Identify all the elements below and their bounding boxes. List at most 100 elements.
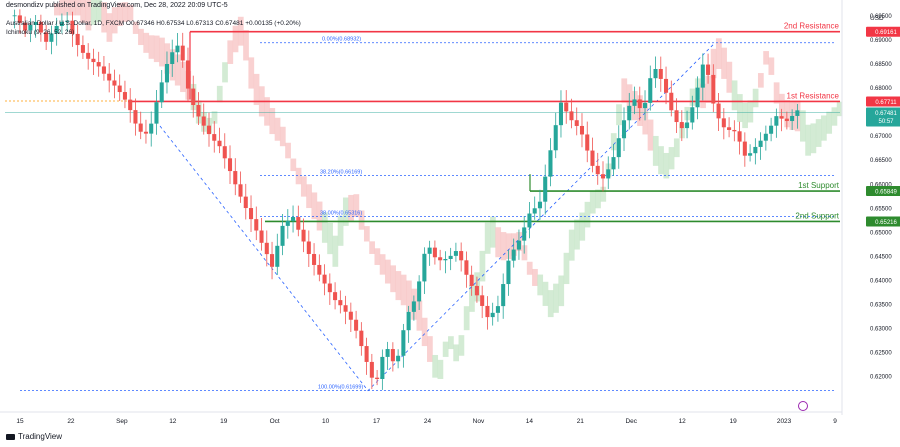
candle-body xyxy=(685,122,690,129)
x-tick-label: 14 xyxy=(526,418,534,425)
cloud-segment xyxy=(815,119,822,147)
price-tag-s2 xyxy=(866,216,900,227)
candle-body xyxy=(595,165,600,175)
cloud-segment xyxy=(484,222,491,254)
candle-body xyxy=(238,184,243,197)
cloud-segment xyxy=(542,281,549,306)
candle-body xyxy=(122,92,127,100)
candle-body xyxy=(49,33,54,42)
x-tick-label: 22 xyxy=(67,418,75,425)
candle-body xyxy=(417,281,422,302)
cloud-segment xyxy=(800,110,806,142)
candle-body xyxy=(606,169,611,179)
x-tick-label: Nov xyxy=(473,418,485,425)
cloud-segment xyxy=(715,38,722,69)
cloud-segment xyxy=(59,0,66,16)
candle-body xyxy=(543,176,548,202)
cloud-segment xyxy=(453,344,460,362)
candle-body xyxy=(107,73,112,81)
y-tick-label: 0.65500 xyxy=(870,206,892,212)
author-line: desmondizv published on TradingView.com,… xyxy=(6,2,228,9)
candle-body xyxy=(690,107,695,123)
cloud-segment xyxy=(211,111,218,124)
candle-body xyxy=(291,217,296,221)
cloud-segment xyxy=(757,73,764,88)
candle-body xyxy=(44,32,49,42)
cloud-segment xyxy=(153,35,160,63)
cloud-segment xyxy=(742,102,748,129)
candle-body xyxy=(254,219,259,231)
y-tick-label: 0.69500 xyxy=(870,14,892,20)
candle-body xyxy=(275,245,280,267)
cloud-segment xyxy=(526,261,533,275)
cloud-segment xyxy=(117,2,123,26)
candle-body xyxy=(632,99,637,106)
cloud-segment xyxy=(731,80,738,111)
y-tick-label: 0.62500 xyxy=(870,351,892,357)
candle-body xyxy=(91,58,96,63)
cloud-segment xyxy=(358,210,365,230)
candle-body xyxy=(637,99,642,109)
x-tick-label: 12 xyxy=(169,418,177,425)
candle-body xyxy=(154,102,159,124)
candle-body xyxy=(585,134,590,151)
cloud-segment xyxy=(579,212,586,241)
x-tick-label: 15 xyxy=(16,418,24,425)
price-tag-text-s1: 0.65849 xyxy=(875,190,897,196)
cloud-segment xyxy=(584,201,591,228)
price-tag-text-r2: 0.69161 xyxy=(875,30,897,36)
candle-body xyxy=(643,102,648,109)
cloud-segment xyxy=(342,197,349,226)
cloud-segment xyxy=(369,241,375,254)
candle-body xyxy=(191,88,196,106)
cloud-segment xyxy=(773,82,780,104)
cloud-segment xyxy=(264,97,270,126)
candle-body xyxy=(354,319,359,331)
candle-body xyxy=(201,116,206,126)
cloud-segment xyxy=(821,115,827,141)
x-tick-label: 9 xyxy=(833,418,837,425)
symbol-line: Australian Dollar / U.S. Dollar, 1D, FXC… xyxy=(6,20,301,27)
candle-body xyxy=(721,118,726,128)
candle-body xyxy=(674,110,679,123)
candle-body xyxy=(506,260,511,285)
candle-body xyxy=(217,140,222,147)
cloud-segment xyxy=(80,0,87,23)
candle-body xyxy=(54,25,59,34)
cloud-segment xyxy=(327,222,333,255)
candle-body xyxy=(448,255,453,260)
cloud-segment xyxy=(85,0,92,31)
candle-body xyxy=(80,45,85,53)
cloud-segment xyxy=(589,191,596,214)
candle-body xyxy=(59,21,64,26)
candle-body xyxy=(196,105,201,117)
current-price-tag xyxy=(866,107,900,127)
candle-body xyxy=(143,131,148,134)
candle-body xyxy=(716,103,721,119)
cloud-segment xyxy=(421,317,428,347)
cloud-segment xyxy=(316,201,323,231)
tradingview-footer[interactable]: TradingView xyxy=(6,432,62,441)
cloud-segment xyxy=(384,259,391,284)
cloud-segment xyxy=(721,47,727,79)
candle-body xyxy=(406,311,411,331)
cloud-segment xyxy=(574,219,580,250)
candle-body xyxy=(375,377,380,379)
cloud-segment xyxy=(469,284,475,312)
y-tick-label: 0.63500 xyxy=(870,303,892,309)
y-tick-label: 0.64500 xyxy=(870,254,892,260)
candle-body xyxy=(380,356,385,379)
cloud-segment xyxy=(500,232,507,261)
cloud-segment xyxy=(616,104,622,126)
candle-body xyxy=(490,312,495,318)
cloud-segment xyxy=(537,274,544,296)
cloud-segment xyxy=(69,0,76,16)
tradingview-logo-icon xyxy=(6,433,15,440)
cloud-segment xyxy=(122,2,129,22)
cloud-segment xyxy=(705,75,712,103)
candle-body xyxy=(427,247,432,254)
candle-body xyxy=(327,283,332,293)
candle-body xyxy=(748,153,753,156)
cloud-segment xyxy=(836,101,843,117)
